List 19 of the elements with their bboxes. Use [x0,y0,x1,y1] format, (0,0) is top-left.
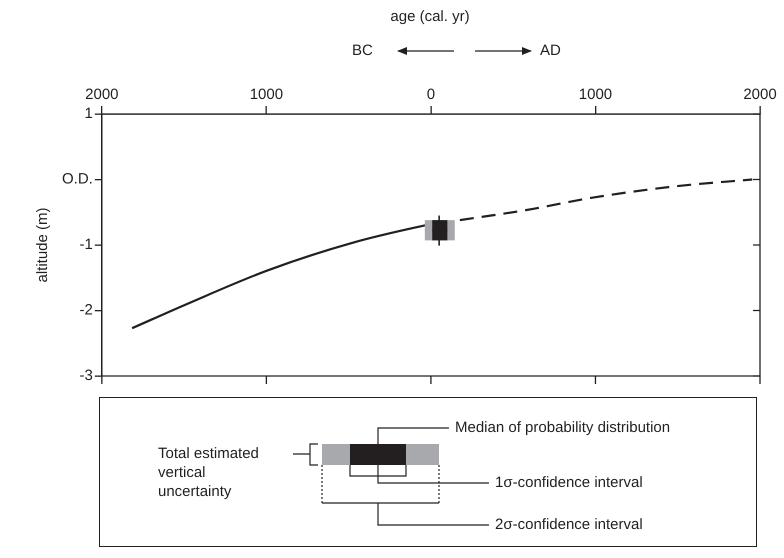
x-tick-label: 1000 [250,86,284,104]
text: 2σ-confidence interval [495,516,643,534]
x-tick-label: 2000 [743,86,777,104]
y-tick-label: 1 [84,105,93,122]
y-axis-title: altitude (m) [34,207,52,283]
text: Median of probability distribution [455,419,670,437]
y-tick-label: O.D. [62,170,93,188]
y-tick-label: -2 [79,302,93,319]
text: BC [352,42,373,60]
x-axis-title: age (cal. yr) [389,8,471,26]
x-tick-label: 1000 [578,86,612,104]
text: 1σ-confidence interval [495,474,643,492]
x-tick-label: 0 [426,86,436,104]
x-tick-label: 2000 [85,86,119,104]
text: Total estimated vertical uncertainty [158,444,260,501]
line-series [458,178,754,222]
text: AD [540,42,561,60]
y-tick-label: -3 [79,367,93,384]
y-tick-label: -1 [79,236,93,254]
